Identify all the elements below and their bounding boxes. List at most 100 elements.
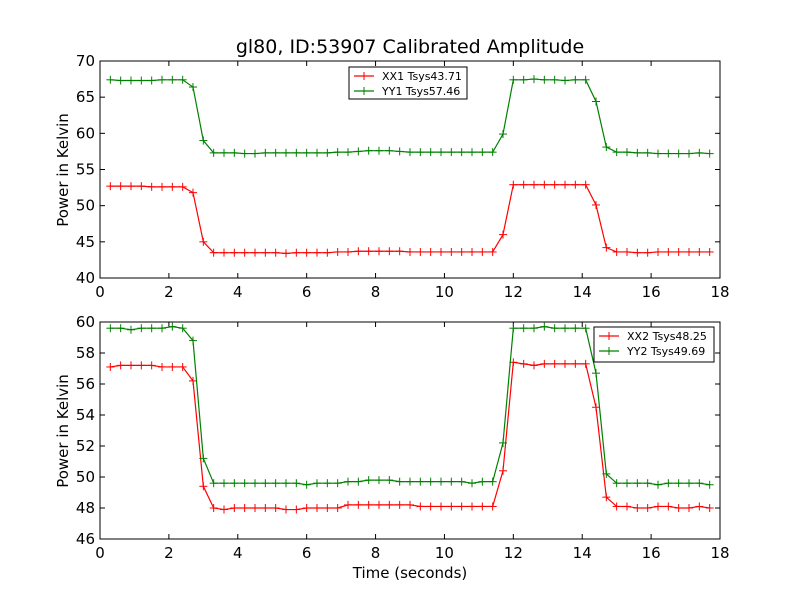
data-point — [240, 248, 249, 257]
data-point — [612, 247, 621, 256]
x-tick-label: 14 — [573, 544, 592, 562]
data-point — [199, 136, 208, 145]
data-point — [488, 502, 497, 511]
data-point — [581, 180, 590, 189]
data-point — [292, 248, 301, 257]
data-point — [623, 247, 631, 256]
data-point — [147, 76, 156, 85]
data-point — [571, 180, 580, 189]
data-point — [530, 361, 538, 370]
data-point — [271, 504, 280, 512]
data-point — [313, 248, 321, 257]
data-point — [705, 504, 714, 512]
data-point — [168, 182, 177, 191]
data-point — [230, 248, 239, 257]
y-tick-label: 52 — [76, 437, 95, 455]
legend-label: YY2 Tsys49.69 — [626, 345, 705, 358]
data-point — [106, 362, 115, 371]
y-tick-label: 60 — [76, 313, 95, 331]
data-point — [581, 75, 590, 84]
data-point — [457, 477, 466, 486]
data-point — [468, 502, 476, 511]
data-point — [127, 182, 135, 191]
data-point — [209, 479, 218, 488]
data-point — [685, 479, 693, 488]
data-point — [344, 247, 352, 256]
data-point — [137, 324, 146, 333]
data-point — [612, 479, 621, 488]
data-point — [189, 336, 197, 345]
data-point — [282, 148, 290, 157]
data-point — [199, 237, 208, 246]
data-point — [602, 469, 611, 478]
data-point — [685, 247, 693, 256]
data-point — [261, 504, 270, 512]
data-point — [571, 75, 580, 84]
data-point — [323, 479, 332, 488]
data-point — [261, 479, 270, 488]
data-point — [457, 148, 466, 157]
data-point — [437, 502, 445, 511]
data-point — [447, 148, 456, 157]
x-tick-label: 6 — [302, 544, 312, 562]
data-point — [478, 502, 487, 511]
data-point — [282, 479, 290, 488]
data-point — [292, 505, 301, 514]
data-point — [633, 248, 642, 257]
x-tick-label: 4 — [233, 283, 243, 301]
data-point — [395, 500, 404, 509]
data-point — [499, 230, 507, 239]
y-tick-label: 50 — [76, 468, 95, 486]
data-point — [189, 188, 197, 197]
data-point — [292, 148, 301, 157]
data-point — [623, 148, 631, 157]
data-point — [302, 148, 311, 157]
data-point — [251, 479, 259, 488]
data-point — [375, 146, 383, 155]
data-point — [530, 75, 538, 84]
data-point — [137, 182, 146, 191]
data-point — [705, 480, 714, 489]
data-point — [395, 477, 404, 486]
data-point — [364, 146, 373, 155]
data-point — [375, 476, 383, 485]
data-point — [220, 148, 228, 157]
bottom-xlabel: Time (seconds) — [352, 564, 468, 582]
data-point — [509, 324, 518, 333]
data-point — [158, 362, 166, 371]
x-tick-label: 4 — [233, 544, 243, 562]
data-point — [654, 502, 662, 511]
data-point — [581, 324, 590, 333]
data-point — [571, 359, 580, 368]
legend-entry: XX1 Tsys43.71 — [354, 70, 462, 83]
legend-entry: XX2 Tsys48.25 — [599, 330, 707, 343]
data-point — [395, 147, 404, 156]
data-point — [158, 182, 166, 191]
subplot-1: 0 2 4 6 8 10 12 14 16 18 40 45 50 55 60 65 70 XX1 Tsys43.… — [76, 52, 730, 301]
data-point — [457, 502, 466, 511]
data-point — [147, 361, 156, 370]
data-point — [354, 477, 363, 486]
data-point — [478, 477, 487, 486]
data-point — [106, 182, 115, 191]
x-tick-label: 2 — [164, 544, 174, 562]
y-tick-label: 46 — [76, 530, 95, 548]
data-point — [468, 479, 476, 488]
data-point — [519, 359, 528, 368]
data-point — [282, 249, 290, 258]
data-point — [406, 148, 414, 157]
data-point — [385, 247, 394, 256]
data-point — [406, 247, 414, 256]
data-point — [654, 480, 662, 489]
data-point — [695, 148, 704, 157]
data-point — [705, 247, 714, 256]
data-point — [168, 362, 177, 371]
y-tick-label: 54 — [76, 406, 95, 424]
data-point — [354, 500, 363, 509]
data-point — [633, 148, 642, 157]
data-point — [561, 180, 569, 189]
data-point — [354, 247, 363, 256]
